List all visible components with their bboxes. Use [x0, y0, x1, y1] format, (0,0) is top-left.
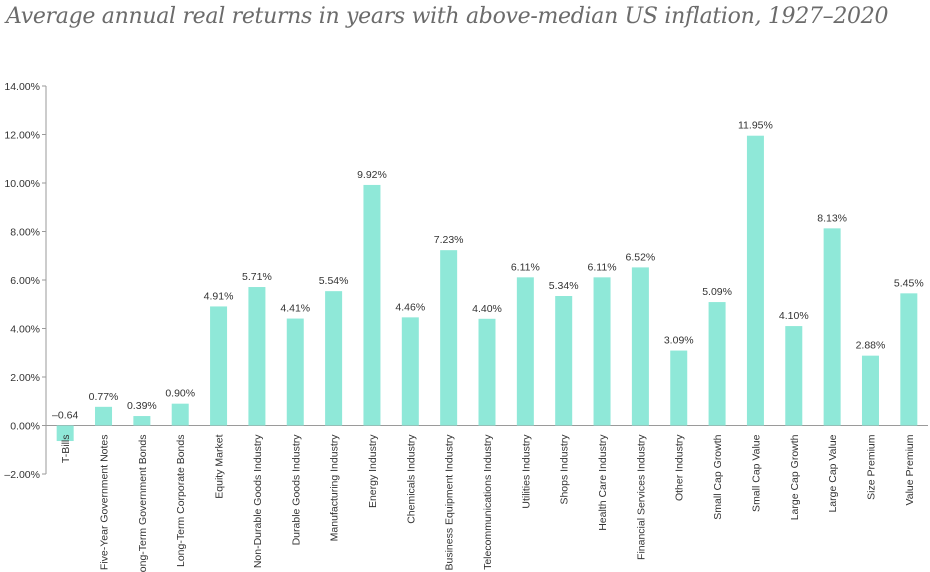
bar	[210, 306, 228, 426]
data-label: 5.09%	[702, 286, 732, 298]
data-label: 0.90%	[165, 388, 195, 400]
bar	[363, 184, 381, 426]
category-label: Financial Services Industry	[635, 434, 647, 560]
y-tick-label: 0.00%	[10, 421, 40, 433]
bar	[95, 406, 113, 426]
category-label: Telecommunications Industry	[482, 434, 494, 570]
y-tick-label: 10.00%	[4, 178, 40, 190]
data-label: 11.95%	[738, 120, 773, 132]
bar	[900, 293, 918, 426]
data-label: 0.77%	[89, 391, 119, 403]
bar	[670, 350, 688, 426]
chart-title: Average annual real returns in years wit…	[6, 4, 889, 29]
category-label: Utilities Industry	[520, 434, 532, 509]
data-label: –0.64	[52, 410, 78, 422]
data-label: 0.39%	[127, 400, 157, 412]
category-label: Size Premium	[865, 434, 877, 500]
bar	[440, 250, 458, 426]
data-label: 5.34%	[549, 280, 579, 292]
bar	[593, 277, 611, 426]
category-label: Large Cap Growth	[789, 434, 801, 520]
category-label: T-Bills	[60, 435, 72, 464]
data-label: 6.11%	[588, 261, 617, 273]
bar	[325, 291, 343, 426]
bar	[516, 277, 534, 426]
category-label: Business Equipment Industry	[444, 434, 456, 571]
category-label: Energy Industry	[367, 434, 379, 508]
data-label: 5.45%	[894, 277, 924, 289]
data-label: 4.91%	[204, 290, 234, 302]
data-label: 6.11%	[511, 261, 540, 273]
data-label: 2.88%	[856, 340, 886, 352]
data-label: 9.92%	[357, 169, 387, 181]
category-label: Large Cap Value	[827, 434, 839, 512]
data-label: 4.40%	[472, 303, 502, 315]
data-label: 5.54%	[319, 275, 349, 287]
category-label: Value Premium	[904, 434, 916, 505]
chart-category-labels: T-Bills Five-Year Government Notes Long-Te…	[60, 434, 916, 572]
chart-bars	[56, 135, 918, 442]
bar	[555, 296, 573, 426]
data-label: 5.71%	[242, 271, 272, 283]
category-label: Health Care Industry	[597, 434, 609, 531]
category-label: Manufacturing Industry	[329, 434, 341, 542]
bar	[478, 318, 496, 426]
category-label: Long-Term Government Bonds	[137, 435, 149, 572]
y-tick-label: 14.00%	[4, 81, 40, 93]
y-tick-label: –2.00%	[4, 469, 40, 481]
bar	[631, 267, 649, 426]
bar	[171, 403, 189, 426]
category-label: Equity Market	[214, 434, 226, 498]
category-label: Five-Year Government Notes	[99, 435, 111, 571]
category-label: Durable Goods Industry	[290, 434, 302, 546]
y-tick-label: 4.00%	[10, 324, 40, 336]
bar	[746, 135, 764, 426]
data-label: 4.46%	[395, 301, 425, 313]
data-label: 7.23%	[434, 234, 464, 246]
data-label: 4.41%	[280, 303, 310, 315]
bar	[248, 287, 266, 426]
y-tick-label: 2.00%	[10, 372, 40, 384]
data-label: 3.09%	[664, 335, 694, 347]
category-label: Non-Durable Goods Industry	[252, 434, 264, 568]
category-label: Shops Industry	[559, 434, 571, 505]
bar	[133, 416, 151, 426]
category-label: Small Cap Value	[750, 434, 762, 512]
bar	[56, 425, 74, 442]
y-tick-label: 6.00%	[10, 275, 40, 287]
bar	[286, 318, 304, 426]
bar	[823, 228, 841, 426]
data-label: 4.10%	[779, 310, 809, 322]
bar	[708, 302, 726, 426]
bar	[785, 326, 803, 426]
category-label: Other Industry	[674, 434, 686, 501]
data-label: 8.13%	[817, 212, 847, 224]
data-label: 6.52%	[626, 251, 656, 263]
bar	[861, 355, 879, 426]
y-tick-label: 8.00%	[10, 227, 40, 239]
category-label: Long-Term Corporate Bonds	[175, 435, 187, 568]
y-tick-label: 12.00%	[4, 130, 40, 142]
chart-value-labels: –0.64 0.77% 0.39% 0.90% 4.91% 5.71% 4.41% 5.54%…	[52, 120, 924, 422]
bar	[401, 317, 419, 426]
category-label: Small Cap Growth	[712, 434, 724, 519]
category-label: Chemicals Industry	[405, 434, 417, 524]
